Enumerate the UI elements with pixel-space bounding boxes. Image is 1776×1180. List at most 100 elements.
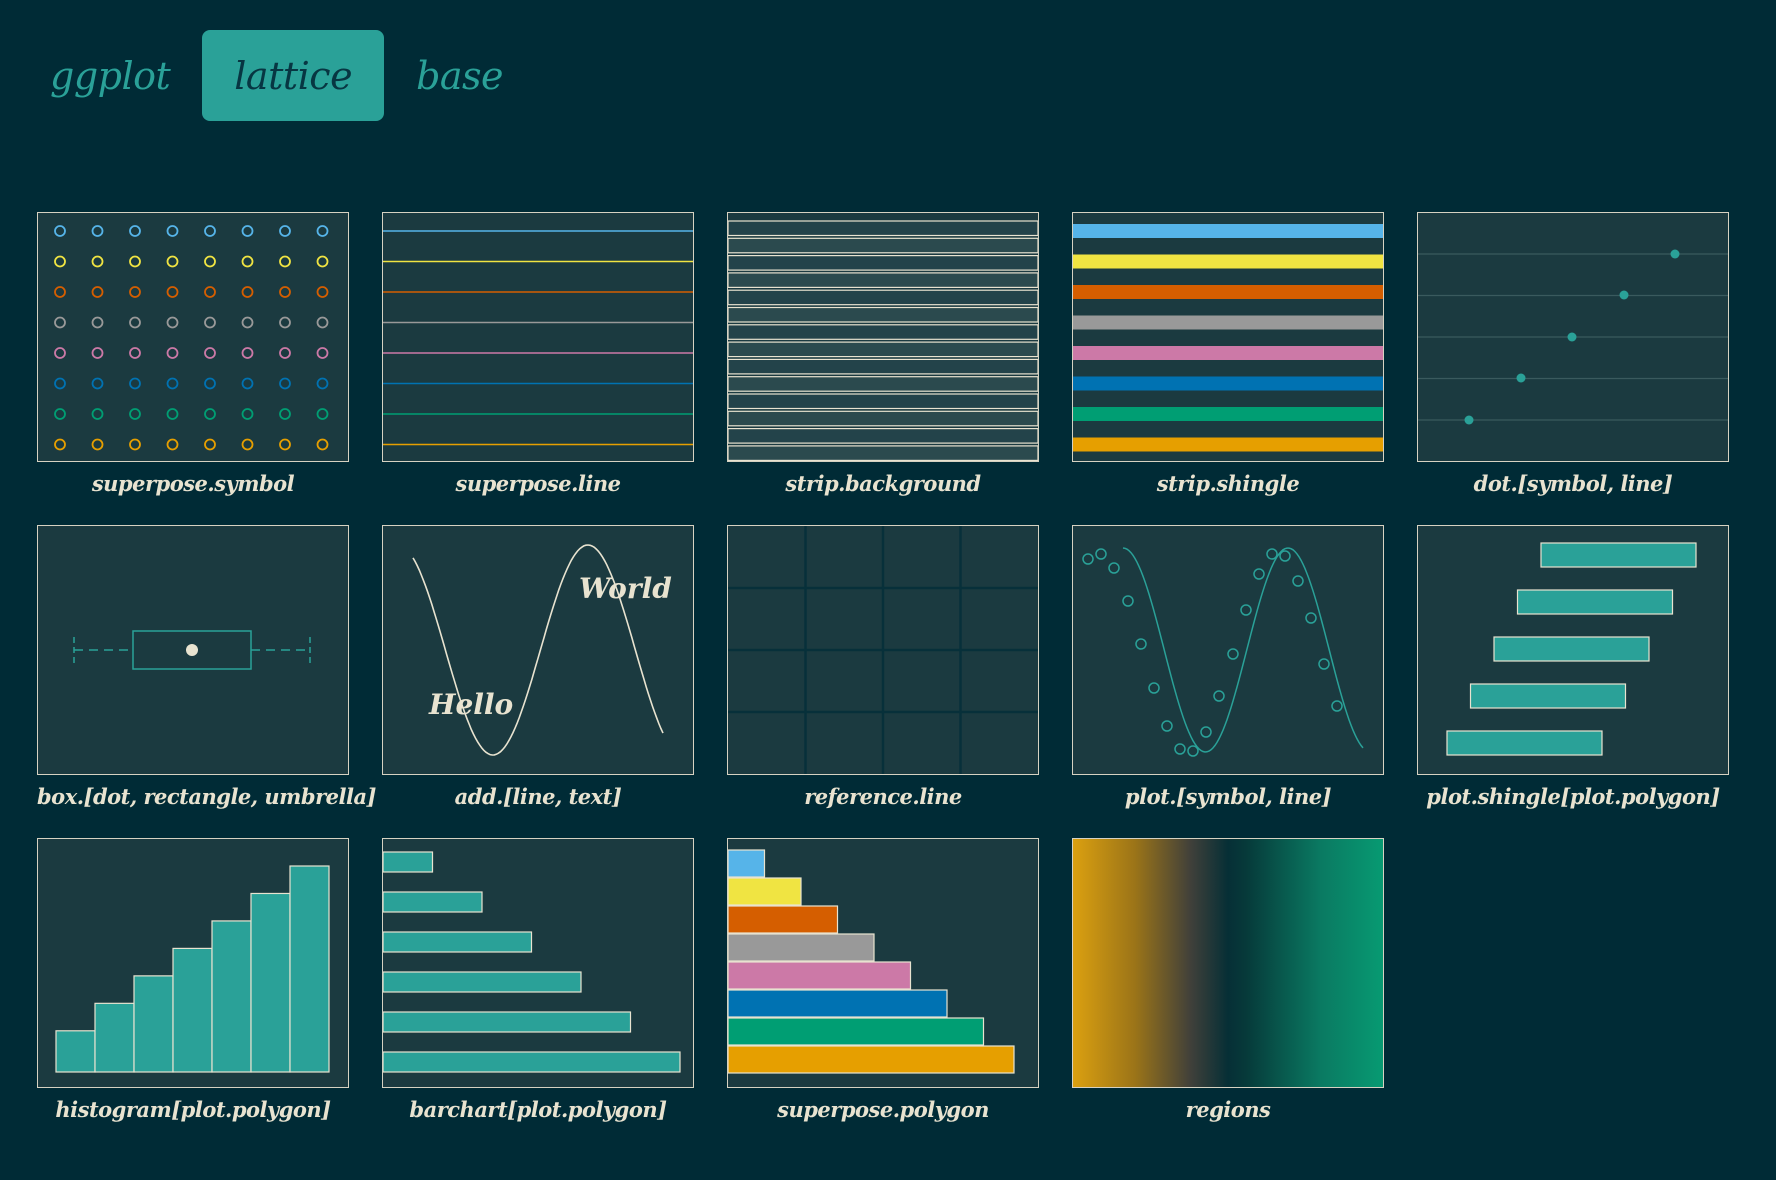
strip-band — [728, 272, 1038, 289]
symbol-point — [166, 316, 179, 329]
panel-box — [37, 525, 349, 775]
panel-regions — [1072, 838, 1384, 1088]
shingle-interval — [1540, 542, 1697, 568]
symbol-point — [129, 438, 141, 451]
symbol-point — [91, 316, 104, 329]
panel-strip-shingle — [1072, 212, 1384, 462]
dot-point — [1567, 332, 1577, 342]
symbol-point — [204, 438, 216, 451]
plot-point — [1305, 612, 1317, 624]
symbol-point — [316, 316, 329, 329]
histogram-bar — [172, 947, 213, 1073]
symbol-point — [129, 225, 141, 237]
symbol-point — [91, 377, 104, 390]
plot-point — [1200, 726, 1212, 738]
histogram-bar — [133, 975, 174, 1073]
symbol-point — [316, 225, 329, 237]
cell-box: box.[dot, rectangle, umbrella] — [37, 525, 377, 809]
plot-point — [1279, 550, 1291, 562]
symbol-point — [129, 377, 141, 390]
caption: dot.[symbol, line] — [1473, 471, 1673, 496]
symbol-point — [54, 225, 66, 237]
cell-strip-background: strip.background — [727, 212, 1039, 496]
dot-point — [1464, 415, 1474, 425]
symbol-point — [204, 408, 216, 420]
symbol-point — [204, 316, 216, 329]
symbol-point — [279, 225, 291, 237]
barchart-plot — [383, 851, 681, 1073]
polygon-bar — [728, 877, 802, 906]
cell-superpose-symbol: superpose.symbol — [37, 212, 349, 496]
panel-barchart — [382, 838, 694, 1088]
strip-band — [728, 306, 1038, 323]
shingle-band — [1073, 254, 1383, 269]
symbol-point — [91, 225, 104, 237]
annotation-hello: Hello — [428, 688, 513, 721]
plot-point — [1331, 700, 1343, 712]
cell-regions: regions — [1072, 838, 1384, 1122]
strip-band — [728, 324, 1038, 340]
tab-ggplot[interactable]: ggplot — [50, 53, 171, 98]
panel-strip-background — [727, 212, 1039, 462]
symbol-point — [241, 316, 254, 329]
cell-superpose-polygon: superpose.polygon — [727, 838, 1039, 1122]
panel-reference-line — [727, 525, 1039, 775]
caption: superpose.polygon — [777, 1097, 989, 1122]
symbol-point — [316, 286, 329, 298]
symbol-point — [279, 408, 291, 420]
panel-superpose-line — [382, 212, 694, 462]
plot-point — [1253, 568, 1265, 580]
symbol-point — [166, 377, 179, 390]
strip-shingle-plot — [1073, 224, 1383, 452]
caption: plot.shingle[plot.polygon] — [1426, 784, 1720, 809]
plot-point — [1240, 604, 1252, 616]
symbol-point — [166, 255, 179, 268]
polygon-bar — [728, 849, 766, 878]
symbol-point — [91, 286, 104, 298]
dot-point — [1619, 290, 1629, 300]
plot-point — [1161, 720, 1173, 732]
symbol-point — [54, 377, 66, 390]
cell-dot: dot.[symbol, line] — [1417, 212, 1729, 496]
plot-line — [1122, 547, 1364, 753]
symbol-point — [316, 347, 329, 359]
reference-line-plot — [728, 526, 1038, 774]
symbol-point — [241, 347, 254, 359]
plot-shingle-plot — [1446, 542, 1697, 756]
dot-plot — [1418, 249, 1728, 425]
panel-dot — [1417, 212, 1729, 462]
strip-band — [728, 237, 1038, 254]
strip-band — [728, 393, 1038, 410]
symbol-point — [129, 408, 141, 420]
caption: plot.[symbol, line] — [1124, 784, 1332, 809]
cell-strip-shingle: strip.shingle — [1072, 212, 1384, 496]
barchart-bar — [383, 971, 582, 993]
symbol-point — [129, 255, 141, 268]
polygon-bar — [728, 961, 912, 990]
symbol-point — [241, 255, 254, 268]
histogram-plot — [55, 865, 330, 1073]
symbol-point — [204, 225, 216, 237]
symbol-point — [91, 438, 104, 451]
tab-lattice[interactable]: lattice — [202, 30, 385, 121]
symbol-point — [166, 438, 179, 451]
cell-plot-shingle: plot.shingle[plot.polygon] — [1417, 525, 1729, 809]
add-line-text-plot: World Hello — [412, 544, 672, 756]
plot-point — [1095, 548, 1107, 560]
symbol-point — [54, 286, 66, 298]
strip-band — [728, 428, 1038, 444]
shingle-interval — [1469, 683, 1627, 709]
symbol-point — [54, 408, 66, 420]
cell-add: World Hello add.[line, text] — [382, 525, 694, 809]
added-line — [412, 544, 664, 756]
tab-base[interactable]: base — [416, 53, 504, 98]
caption: add.[line, text] — [454, 784, 622, 809]
tab-bar: ggplot lattice base — [36, 30, 535, 121]
symbol-point — [316, 408, 329, 420]
symbol-point — [54, 347, 66, 359]
plot-point — [1292, 575, 1304, 587]
panel-plot-symbol-line — [1072, 525, 1384, 775]
polygon-bar — [728, 1017, 985, 1046]
caption: superpose.symbol — [91, 471, 295, 496]
annotation-world: World — [579, 572, 672, 605]
